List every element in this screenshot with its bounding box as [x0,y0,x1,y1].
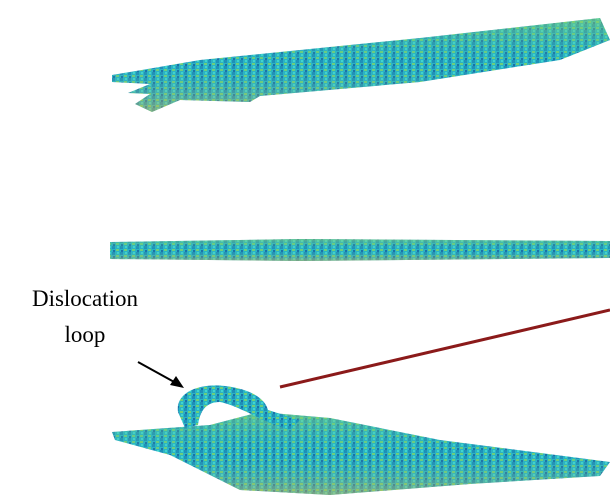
annotation-line: loop [65,322,106,347]
arrow [138,362,184,388]
red-line [280,310,610,387]
middle-slab [110,239,610,261]
page: Dislocation loop (() => { const data = J… [0,0,610,496]
bottom-slab [112,385,610,495]
top-slab [112,18,610,112]
annotation-line: Dislocation [32,286,139,311]
figure: Dislocation loop [0,0,610,496]
